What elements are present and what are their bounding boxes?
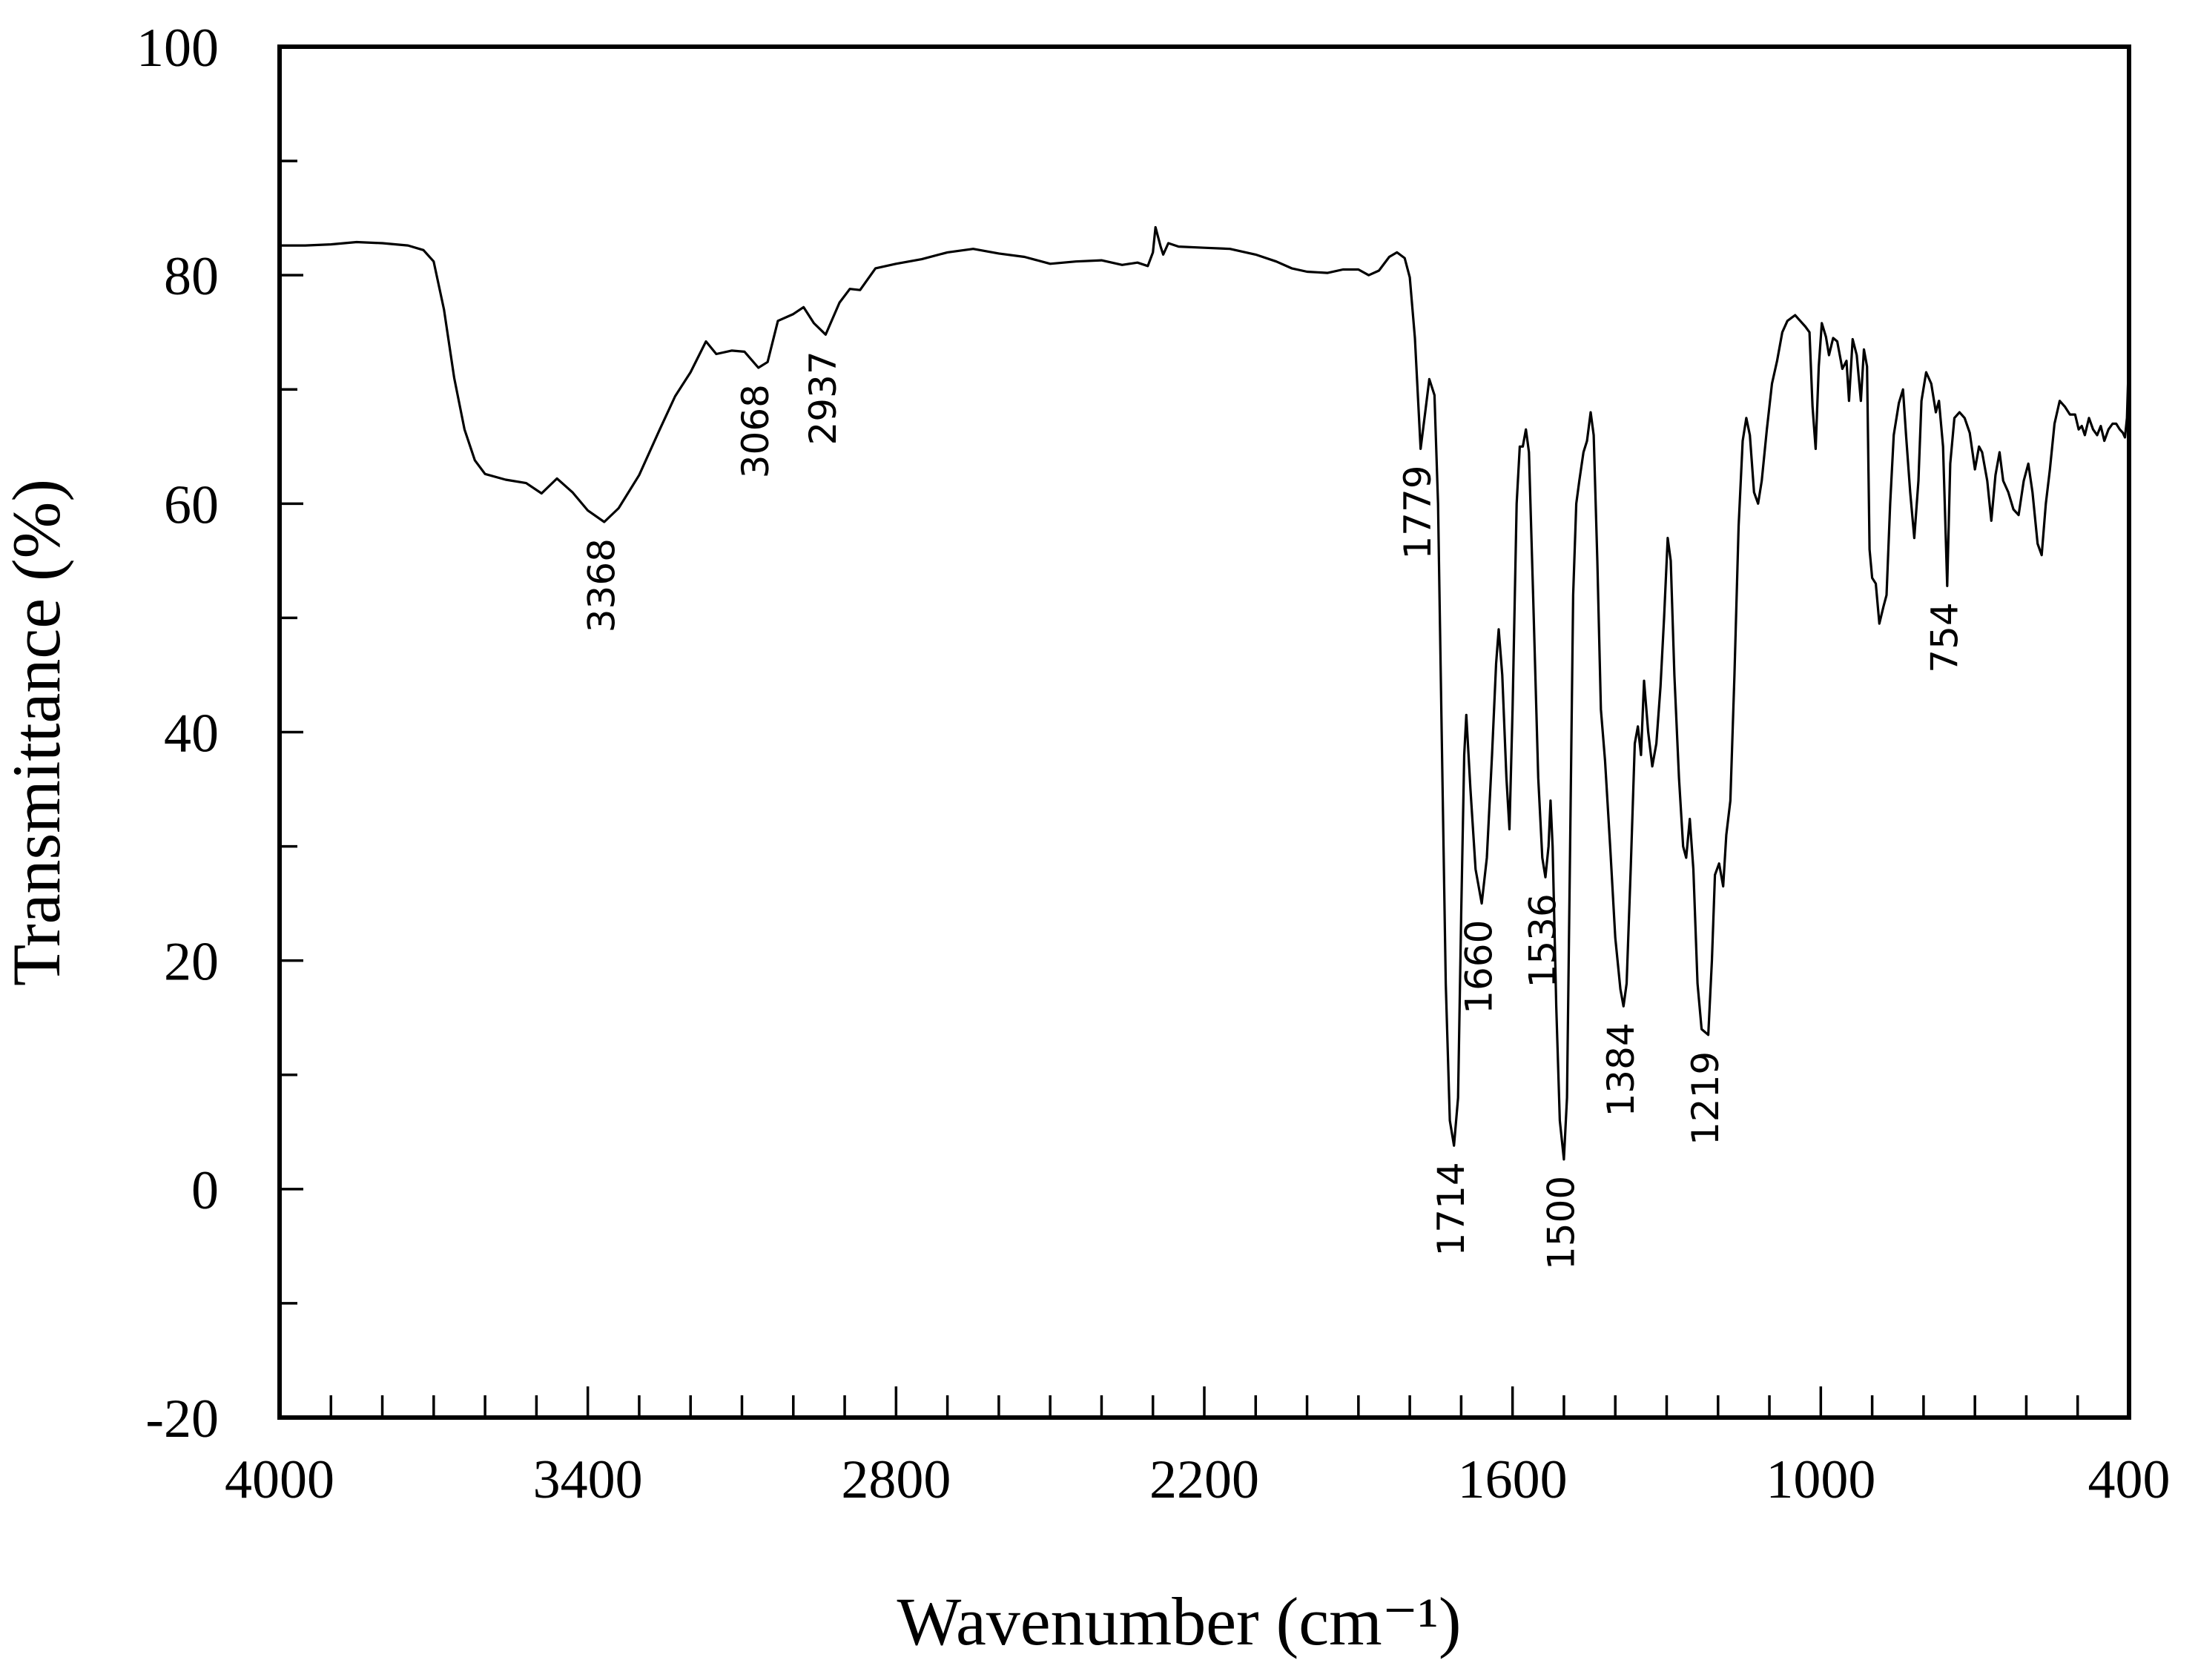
y-tick-labels: -20 0 20 40 60 80 100 xyxy=(136,18,219,1449)
y-tick-label: -20 xyxy=(145,1389,219,1449)
y-tick-label: 0 xyxy=(191,1160,219,1221)
peak-label: 1384 xyxy=(1600,1022,1643,1117)
x-tick-label: 400 xyxy=(2088,1449,2171,1510)
peak-label: 1536 xyxy=(1522,893,1565,988)
y-axis-title: Transmittance (%) xyxy=(0,479,74,986)
peak-labels: 3368 3068 2937 1779 1714 1660 1536 1500 1384 1219… xyxy=(580,351,1966,1270)
x-axis-title: Wavenumber (cm⁻¹) xyxy=(897,1584,1462,1659)
x-tick-labels: 4000 3400 2800 2200 1600 1000 400 xyxy=(225,1449,2171,1510)
x-tick-label: 2200 xyxy=(1149,1449,1259,1510)
minor-ticks xyxy=(280,159,2079,1418)
x-tick-label: 1600 xyxy=(1458,1449,1568,1510)
y-tick-label: 80 xyxy=(164,246,219,307)
x-tick-label: 3400 xyxy=(533,1449,643,1510)
peak-label: 1714 xyxy=(1430,1162,1473,1256)
y-tick-label: 60 xyxy=(164,474,219,535)
y-tick-label: 40 xyxy=(164,704,219,764)
x-tick-label: 2800 xyxy=(841,1449,951,1510)
x-tick-label: 1000 xyxy=(1766,1449,1875,1510)
major-ticks xyxy=(278,45,2131,1419)
peak-label: 754 xyxy=(1923,602,1966,672)
peak-label: 3068 xyxy=(734,384,777,478)
peak-label: 1500 xyxy=(1539,1176,1583,1270)
peak-label: 1219 xyxy=(1684,1051,1727,1145)
peak-label: 1660 xyxy=(1458,920,1501,1014)
peak-label: 1779 xyxy=(1396,465,1439,559)
x-tick-label: 4000 xyxy=(225,1449,334,1510)
y-tick-label: 20 xyxy=(164,932,219,993)
y-tick-label: 100 xyxy=(136,18,219,79)
plot-frame xyxy=(277,44,2131,1420)
peak-label: 2937 xyxy=(802,351,845,445)
peak-label: 3368 xyxy=(580,538,623,632)
spectrum-line xyxy=(278,225,2130,1161)
